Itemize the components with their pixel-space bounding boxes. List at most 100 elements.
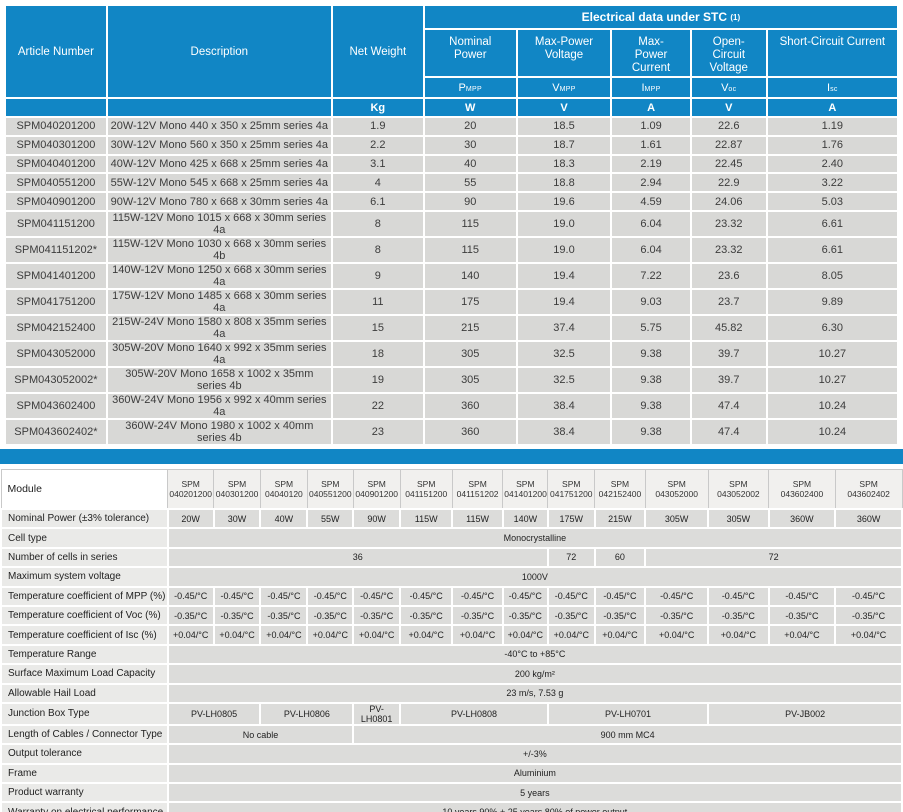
article-number-cell: SPM043052000 [4,339,108,368]
spec-label: Junction Box Type [0,701,169,726]
spec-value-cell: 36 [166,546,549,569]
vmpp-symbol: VMPP [515,76,613,99]
article-row: SPM043602400 360W-24V Mono 1956 x 992 x 4… [4,391,900,420]
isc-cell: 1.19 [765,116,900,137]
spec-value-cell: -0.45/°C [306,585,355,607]
voc-cell: 39.7 [689,365,768,394]
isc-symbol: Isc [765,76,900,99]
module-prefix: SPM [729,478,748,489]
isc-cell: 8.05 [765,261,900,290]
impp-cell: 5.75 [610,313,692,342]
module-prefix: SPM [227,478,247,489]
spec-value-cell: -0.45/°C [259,585,309,607]
article-row: SPM040401200 40W-12V Mono 425 x 668 x 25m… [4,153,900,175]
article-number-cell: SPM041151200 [4,209,108,238]
module-code: 040201200 [169,488,212,499]
module-header-cell: SPM 04040120 [259,468,308,510]
article-number-cell: SPM040901200 [4,191,108,212]
symbol-row: PMPP VMPP IMPP Voc Isc [5,76,900,99]
net-weight-cell: 8 [330,235,425,264]
voc-cell: 23.32 [689,209,768,238]
max-power-voltage-header: Max-Power Voltage [515,28,613,78]
module-header-cell: SPM 043602400 [768,468,836,510]
net-weight-cell: 1.9 [330,116,425,137]
module-header-cell: SPM 041401200 [502,468,549,510]
isc-cell: 2.40 [765,153,900,175]
module-code: 040301200 [215,488,259,499]
spec-value-cell: +0.04/°C [166,624,215,646]
isc-cell: 5.03 [765,191,900,212]
spec-value-cell: 115W [451,507,504,530]
spec-value-cell: -0.45/°C [501,585,549,607]
spec-value-cell: PV-LH0808 [399,701,549,726]
article-row: SPM043052002* 305W-20V Mono 1658 x 1002 x… [4,365,900,394]
spec-value-cell: No cable [166,723,355,746]
impp-cell: 1.61 [610,134,692,156]
impp-cell: 9.38 [610,391,692,420]
voc-cell: 45.82 [689,313,768,342]
spec-value-cell: -0.45/°C [767,585,837,607]
spec-value-cell: -0.45/°C [166,585,215,607]
module-prefix: SPM [610,478,630,489]
spec-value-cell: 360W [834,507,903,530]
voc-cell: 22.45 [689,153,768,175]
vmpp-cell: 19.0 [515,235,613,264]
unit-row: Kg W V A V A [4,97,900,118]
article-row: SPM041151202* 115W-12V Mono 1030 x 668 x … [4,235,900,264]
spec-value-cell: -0.35/°C [644,604,710,627]
spec-value-cell: -40°C to +85°C [166,643,903,666]
stc-group-header: Electrical data under STC (1) [422,4,900,30]
spec-value-cell: +0.04/°C [644,624,710,646]
spec-label: Number of cells in series [0,546,169,569]
spec-value-cell: +0.04/°C [259,624,309,646]
net-weight-cell: 11 [330,287,425,316]
vmpp-cell: 18.8 [515,172,613,194]
spec-value-cell: 305W [644,507,710,530]
module-header-cell: SPM 040901200 [352,468,401,510]
pmpp-symbol: PMPP [422,76,518,99]
module-prefix: SPM [321,478,340,489]
spec-value-cell: +0.04/°C [212,624,262,646]
article-row: SPM041151200 115W-12V Mono 1015 x 668 x 3… [4,209,900,238]
voc-cell: 47.4 [689,391,768,420]
module-code: 04040120 [264,488,303,499]
isc-cell: 10.27 [765,339,900,368]
spec-value-cell: -0.35/°C [259,604,309,627]
spec-value-cell: +0.04/°C [306,624,355,646]
spec-row: Temperature Range -40°C to +85°C [0,643,903,666]
module-prefix: SPM [516,478,535,489]
spec-label: Allowable Hail Load [0,682,169,704]
symbol-base: V [721,81,729,94]
module-header-cell: SPM 042152400 [594,468,646,510]
spec-row: Product warranty 5 years [0,782,903,804]
net-weight-cell: 2.2 [330,134,425,156]
article-number-cell: SPM040551200 [4,172,108,194]
article-number-cell: SPM041751200 [4,287,108,316]
spec-row: Nominal Power (±3% tolerance) 20W 30W 40W 55… [0,507,903,530]
symbol-sub: sc [830,85,838,93]
spec-value-cell: -0.35/°C [306,604,355,627]
article-number-cell: SPM043602402* [4,417,108,446]
article-row: SPM042152400 215W-24V Mono 1580 x 808 x 3… [4,313,900,342]
article-number-cell: SPM041151202* [4,235,108,264]
voc-cell: 23.32 [689,235,768,264]
spec-value-cell: -0.45/°C [593,585,647,607]
module-header-cell: SPM 040201200 [167,468,215,510]
module-prefix: SPM [181,478,200,489]
article-row: SPM041751200 175W-12V Mono 1485 x 668 x 3… [4,287,900,316]
spec-label: Temperature Range [0,643,169,666]
symbol-base: I [827,81,831,94]
isc-cell: 6.30 [765,313,900,342]
voc-cell: 47.4 [689,417,768,446]
vmpp-cell: 37.4 [515,313,613,342]
spec-row: Number of cells in series 36 72 60 72 [0,546,903,569]
spec-value-cell: +0.04/°C [399,624,454,646]
impp-cell: 1.09 [610,116,692,137]
description-cell: 115W-12V Mono 1030 x 668 x 30mm series 4… [105,235,333,264]
vmpp-cell: 32.5 [515,365,613,394]
isc-cell: 10.24 [765,391,900,420]
spec-value-cell: -0.35/°C [451,604,504,627]
pmpp-cell: 30 [422,134,518,156]
voc-cell: 23.7 [689,287,768,316]
isc-cell: 10.24 [765,417,900,446]
